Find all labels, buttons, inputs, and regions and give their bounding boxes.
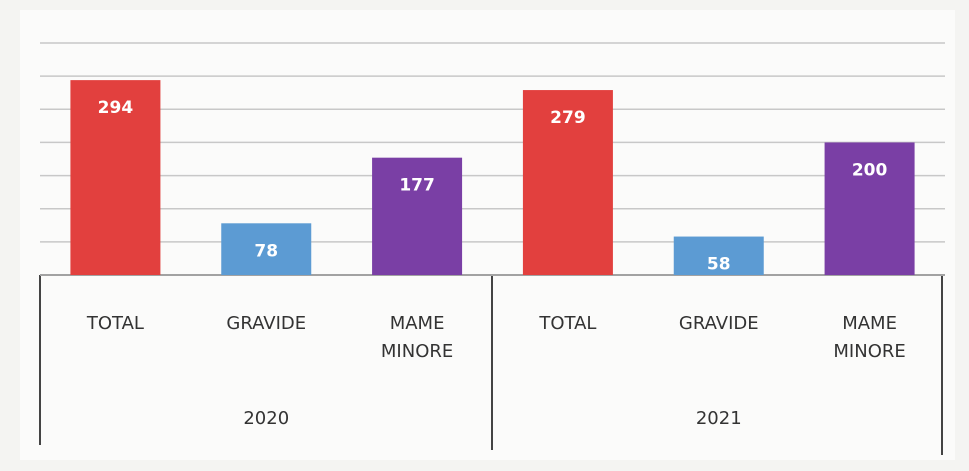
group-label: 2020 [243, 408, 290, 429]
chart-background [20, 10, 955, 460]
bar [221, 223, 312, 275]
data-label: 279 [550, 108, 586, 128]
x-tick-label: MAME MINORE [380, 313, 454, 362]
x-tick-label: MAME MINORE [833, 313, 906, 362]
bar [522, 90, 613, 275]
bar [70, 80, 161, 276]
x-tick-label: TOTAL [539, 313, 597, 334]
bar [824, 142, 915, 275]
data-label: 78 [254, 241, 278, 261]
x-tick-label: GRAVIDE [678, 313, 759, 334]
data-label: 200 [852, 160, 888, 180]
bar [673, 236, 764, 275]
data-label: 294 [98, 98, 134, 118]
bar [372, 157, 463, 275]
x-tick-label: TOTAL [86, 313, 144, 334]
data-label: 177 [399, 176, 435, 196]
x-tick-label: GRAVIDE [226, 313, 307, 334]
group-label: 2021 [695, 408, 742, 429]
data-label: 58 [707, 255, 731, 275]
